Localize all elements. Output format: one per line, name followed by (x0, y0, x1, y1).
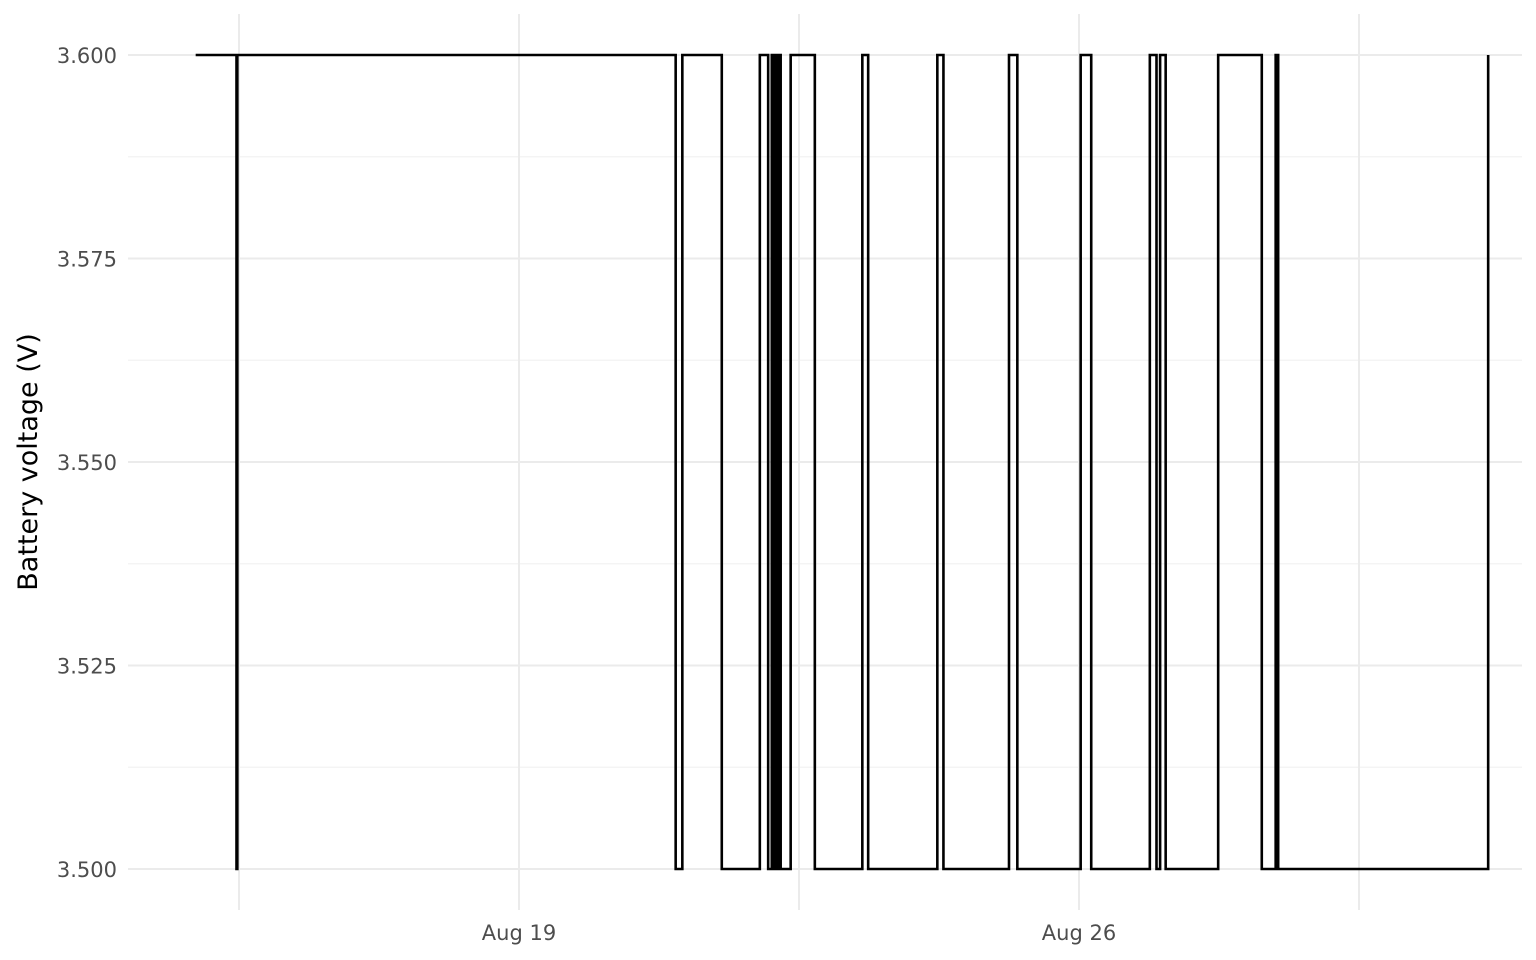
y-tick-label: 3.550 (57, 451, 117, 475)
y-tick-label: 3.575 (57, 248, 117, 272)
x-axis-ticks: Aug 19 Aug 26 (482, 921, 1116, 945)
y-tick-label: 3.525 (57, 655, 117, 679)
y-tick-label: 3.600 (57, 44, 117, 68)
grid (128, 14, 1522, 910)
y-axis-ticks: 3.500 3.525 3.550 3.575 3.600 (57, 44, 117, 882)
battery-voltage-series (195, 53, 1490, 871)
x-tick-label: Aug 19 (482, 921, 556, 945)
y-tick-label: 3.500 (57, 858, 117, 882)
series-layer (195, 53, 1490, 871)
x-tick-label: Aug 26 (1042, 921, 1116, 945)
y-axis-title: Battery voltage (V) (13, 333, 44, 591)
